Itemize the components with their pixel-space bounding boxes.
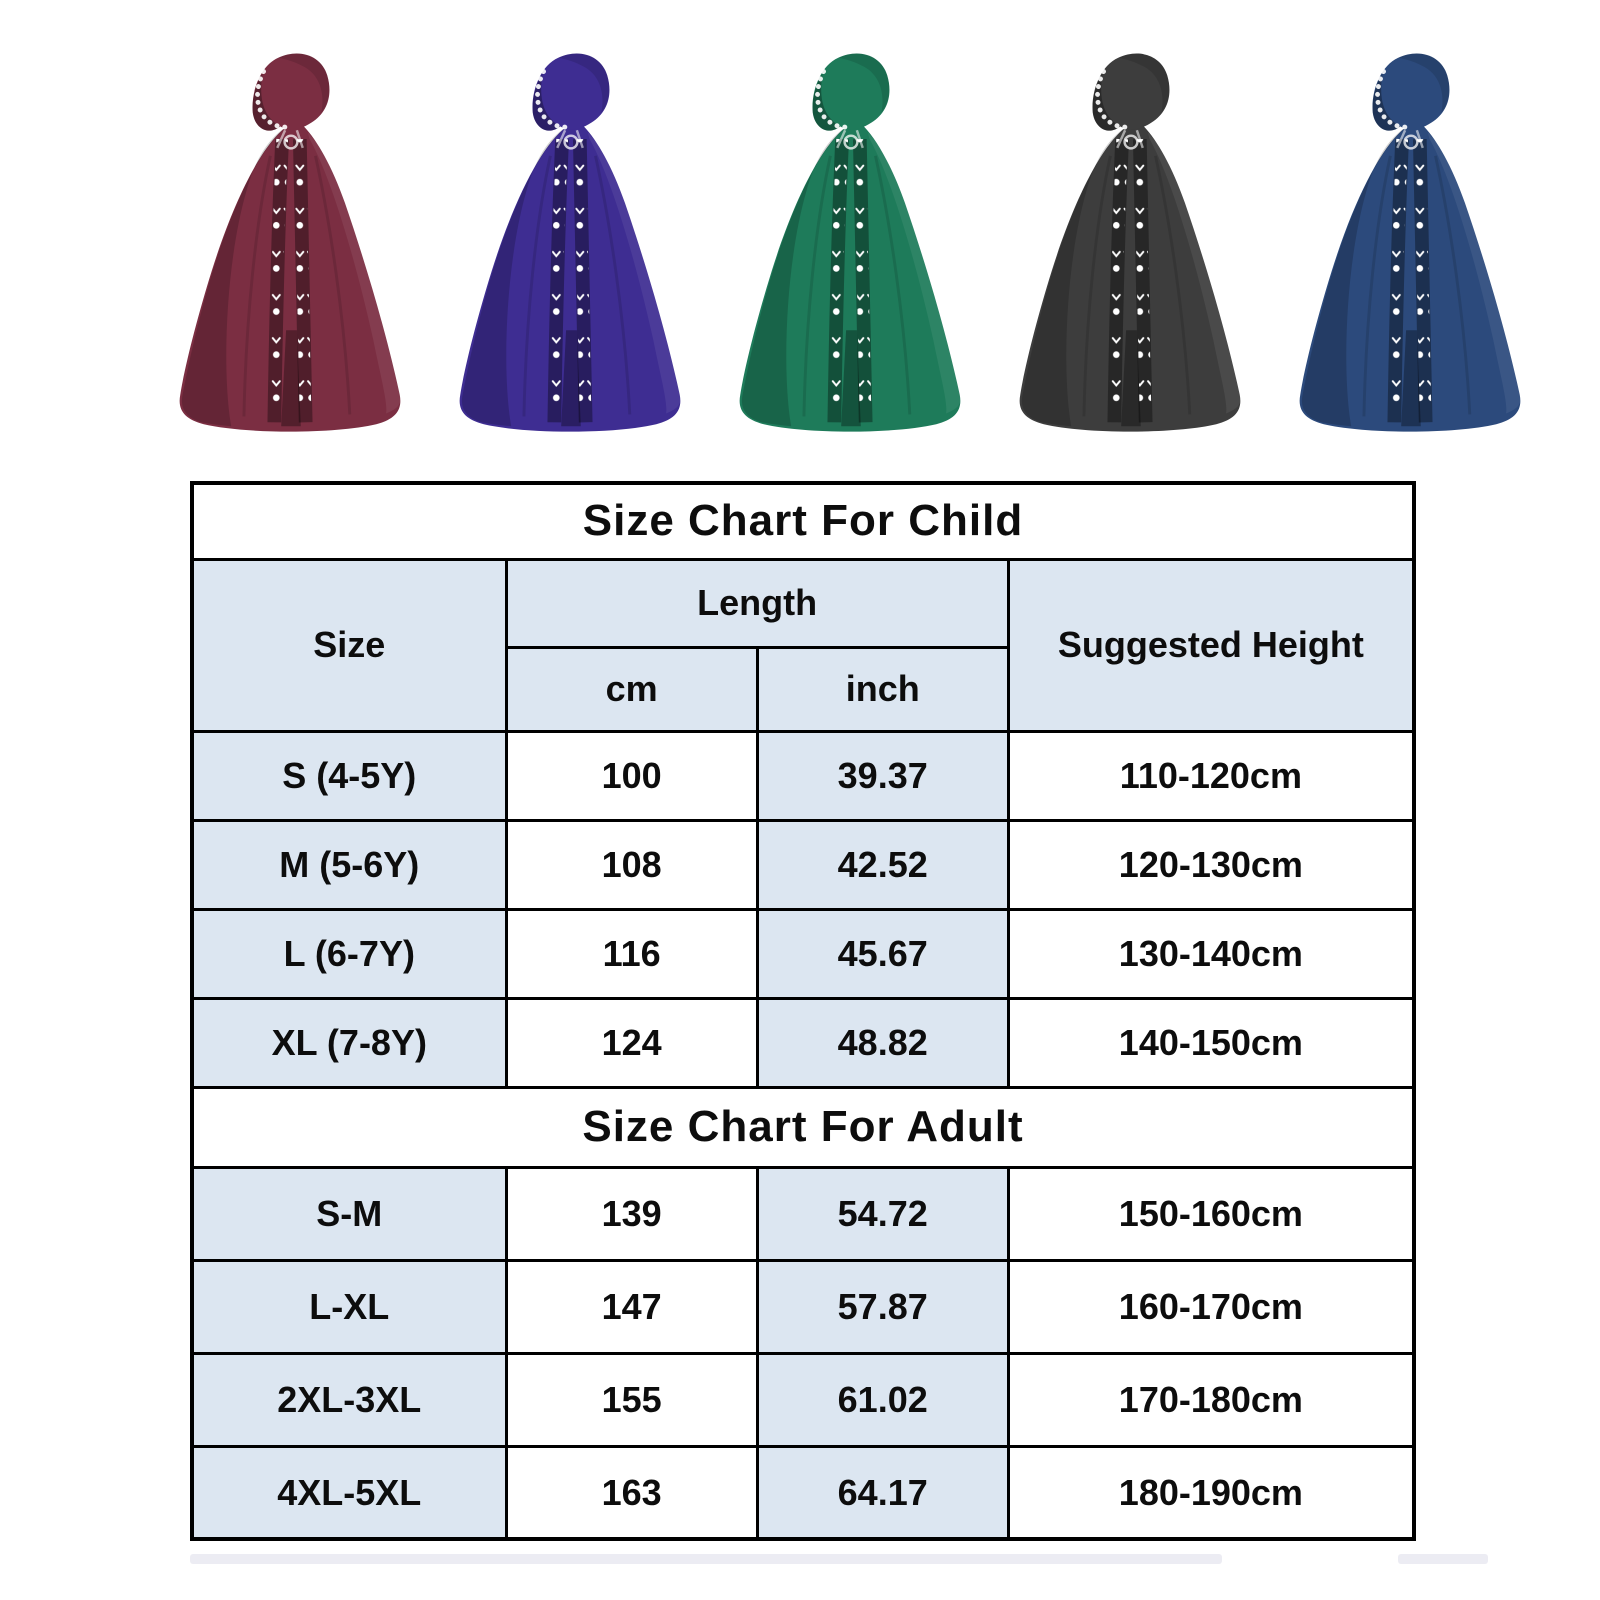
child-m-cm: 108 (504, 818, 759, 911)
table-row-adult-lxl: L-XL 147 57.87 160-170cm (190, 1258, 1416, 1355)
table-row-adult-2xl3xl: 2XL-3XL 155 61.02 170-180cm (190, 1351, 1416, 1448)
child-l-inch: 45.67 (755, 907, 1010, 1000)
header-length: Length (504, 557, 1010, 649)
child-s-height: 110-120cm (1006, 729, 1416, 822)
adult-2xl3xl-inch: 61.02 (755, 1351, 1010, 1448)
child-l-size: L (6-7Y) (190, 907, 508, 1000)
adult-4xl5xl-inch: 64.17 (755, 1444, 1010, 1541)
table-row-adult-4xl5xl: 4XL-5XL 163 64.17 180-190cm (190, 1444, 1416, 1541)
adult-2xl3xl-cm: 155 (504, 1351, 759, 1448)
header-size: Size (190, 557, 508, 733)
adult-lxl-size: L-XL (190, 1258, 508, 1355)
cloak-purple (430, 46, 710, 438)
child-xl-size: XL (7-8Y) (190, 996, 508, 1089)
child-xl-cm: 124 (504, 996, 759, 1089)
child-l-height: 130-140cm (1006, 907, 1416, 1000)
adult-lxl-cm: 147 (504, 1258, 759, 1355)
child-m-inch: 42.52 (755, 818, 1010, 911)
cloak-black (990, 46, 1270, 438)
adult-4xl5xl-size: 4XL-5XL (190, 1444, 508, 1541)
adult-sm-cm: 139 (504, 1165, 759, 1262)
cloak-green (710, 46, 990, 438)
shadow-strip-long (190, 1554, 1222, 1564)
child-m-height: 120-130cm (1006, 818, 1416, 911)
adult-sm-inch: 54.72 (755, 1165, 1010, 1262)
adult-chart-title: Size Chart For Adult (190, 1085, 1416, 1169)
child-s-inch: 39.37 (755, 729, 1010, 822)
table-row-child-xl: XL (7-8Y) 124 48.82 140-150cm (190, 996, 1416, 1089)
child-chart-title: Size Chart For Child (190, 481, 1416, 561)
adult-lxl-inch: 57.87 (755, 1258, 1010, 1355)
child-s-cm: 100 (504, 729, 759, 822)
header-inch: inch (755, 645, 1010, 733)
child-m-size: M (5-6Y) (190, 818, 508, 911)
table-row-adult-sm: S-M 139 54.72 150-160cm (190, 1165, 1416, 1262)
cloak-color-variants-row (150, 46, 1550, 438)
child-xl-height: 140-150cm (1006, 996, 1416, 1089)
adult-4xl5xl-height: 180-190cm (1006, 1444, 1416, 1541)
adult-4xl5xl-cm: 163 (504, 1444, 759, 1541)
table-row-child-m: M (5-6Y) 108 42.52 120-130cm (190, 818, 1416, 911)
header-cm: cm (504, 645, 759, 733)
shadow-strip-short (1398, 1554, 1488, 1564)
child-s-size: S (4-5Y) (190, 729, 508, 822)
cloak-burgundy (150, 46, 430, 438)
adult-2xl3xl-height: 170-180cm (1006, 1351, 1416, 1448)
header-suggested-height: Suggested Height (1006, 557, 1416, 733)
cloak-navy (1270, 46, 1550, 438)
adult-sm-height: 150-160cm (1006, 1165, 1416, 1262)
size-chart-table: Size Chart For Child Size Length Suggest… (190, 481, 1416, 1541)
adult-2xl3xl-size: 2XL-3XL (190, 1351, 508, 1448)
adult-sm-size: S-M (190, 1165, 508, 1262)
adult-lxl-height: 160-170cm (1006, 1258, 1416, 1355)
child-l-cm: 116 (504, 907, 759, 1000)
size-chart: Size Chart For Child Size Length Suggest… (190, 481, 1416, 1541)
table-row-child-s: S (4-5Y) 100 39.37 110-120cm (190, 729, 1416, 822)
child-xl-inch: 48.82 (755, 996, 1010, 1089)
table-row-child-l: L (6-7Y) 116 45.67 130-140cm (190, 907, 1416, 1000)
